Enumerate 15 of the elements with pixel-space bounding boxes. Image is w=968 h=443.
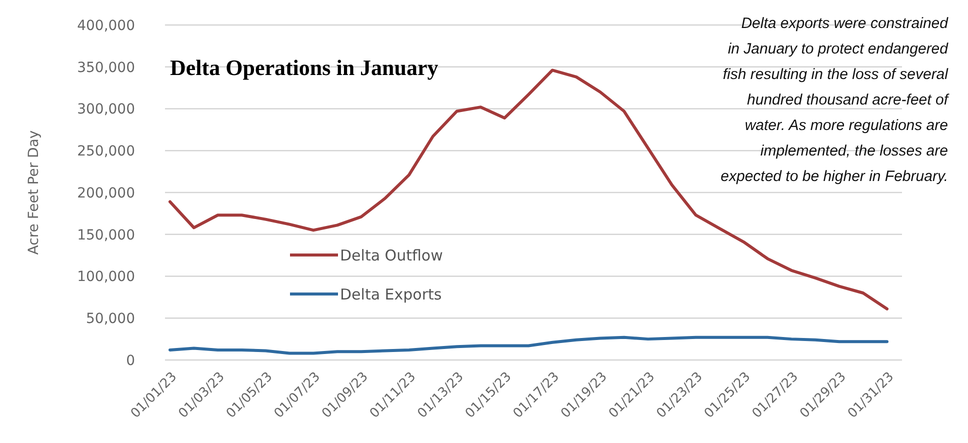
legend-label: Delta Exports	[340, 285, 442, 304]
y-tick-label: 250,000	[77, 144, 135, 160]
y-tick-label: 350,000	[77, 60, 135, 76]
annotation: Delta exports were constrained in January to protect endangered fish resulting in the loss of several hundred thousand acre-feet of water. As more regulations are implemented, the losses are expected to be higher in February.	[720, 15, 950, 185]
y-tick-label: 300,000	[77, 102, 135, 118]
y-tick-label: 50,000	[86, 311, 135, 328]
y-tick-label: 150,000	[77, 227, 135, 244]
y-tick-label: 100,000	[77, 269, 135, 286]
legend-label: Delta Outflow	[340, 246, 443, 264]
y-tick-label: 0	[126, 352, 135, 369]
y-tick-label: 400,000	[77, 18, 135, 34]
text: Delta Operations in January	[170, 55, 438, 80]
line-series	[168, 336, 888, 355]
y-tick-label: 200,000	[77, 185, 135, 202]
y-axis-title: Acre Feet Per Day	[26, 130, 42, 255]
